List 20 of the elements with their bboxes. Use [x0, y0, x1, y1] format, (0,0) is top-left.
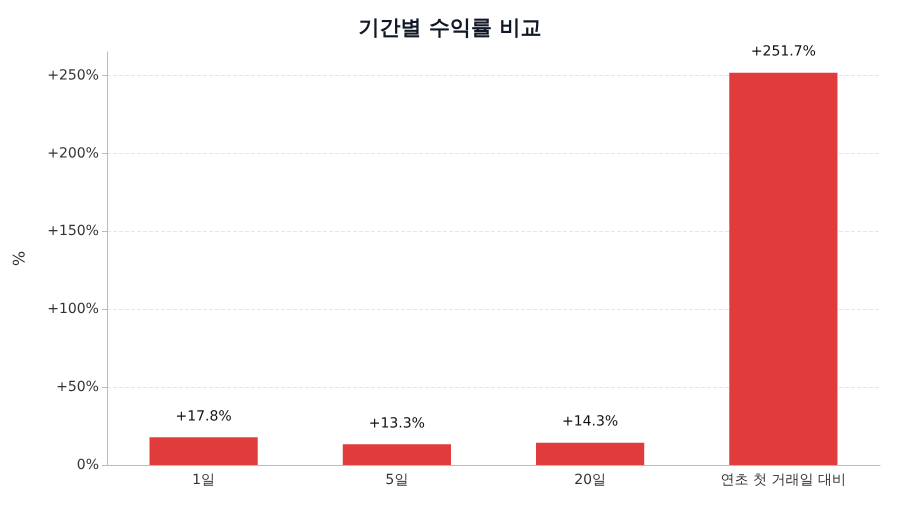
y-axis-title: % [10, 250, 28, 266]
x-tick-label: 20일 [574, 472, 606, 488]
y-tick-label: +150% [47, 223, 99, 240]
y-tick-label: +250% [47, 67, 99, 84]
bar [342, 444, 451, 465]
data-label: +13.3% [368, 415, 425, 432]
x-tick-label: 5일 [385, 472, 408, 488]
data-label: +251.7% [750, 44, 816, 60]
y-tick-label: +100% [47, 301, 99, 318]
data-label: +14.3% [562, 414, 618, 430]
y-tick-label: 0% [76, 457, 99, 473]
chart-title: 기간별 수익률 비교 [358, 16, 542, 40]
y-tick-label: +50% [56, 379, 99, 396]
x-tick-label: 1일 [192, 472, 216, 488]
bar [729, 72, 838, 465]
data-label: +17.8% [176, 408, 232, 424]
x-tick-label: 연초 첫 거래일 대비 [720, 472, 846, 488]
bar [150, 437, 258, 465]
bar [536, 442, 644, 465]
y-tick-label: +200% [47, 145, 99, 162]
